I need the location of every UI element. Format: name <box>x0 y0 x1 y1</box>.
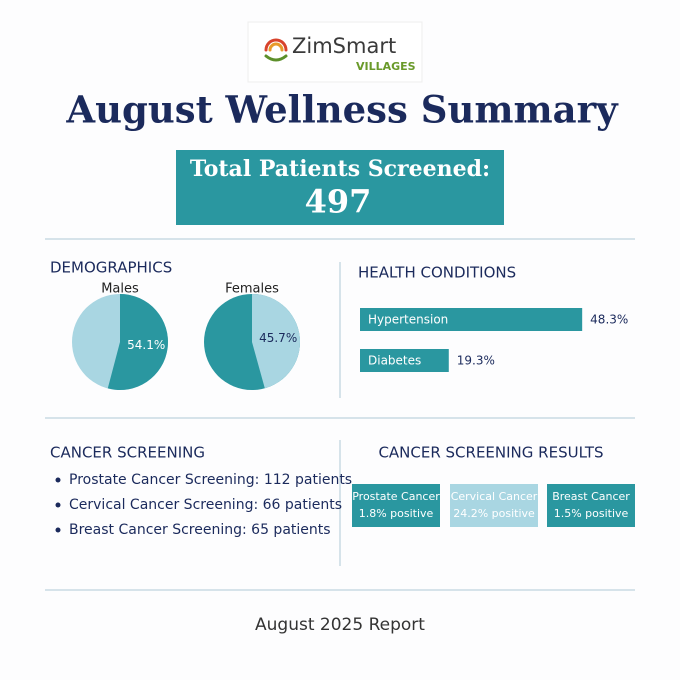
bar-value-label: 19.3% <box>457 354 495 368</box>
pie-value-label: 45.7% <box>259 331 297 345</box>
section-title: CANCER SCREENING RESULTS <box>378 444 603 462</box>
result-box <box>352 484 440 527</box>
bar-value-label: 48.3% <box>590 313 628 327</box>
pie-slice <box>107 294 168 390</box>
section-title: HEALTH CONDITIONS <box>358 264 516 282</box>
result-box <box>450 484 538 527</box>
bullet <box>55 477 61 483</box>
logo-tagline: VILLAGES <box>356 60 416 73</box>
list-item: Breast Cancer Screening: 65 patients <box>69 522 331 538</box>
logo-box <box>247 21 423 83</box>
pie-label: Females <box>225 282 279 297</box>
result-value: 24.2% positive <box>453 507 535 520</box>
bar-label: Diabetes <box>368 354 421 368</box>
bullet <box>55 502 61 508</box>
section-title: DEMOGRAPHICS <box>50 259 172 277</box>
pie-slice <box>252 294 301 389</box>
pie-value-label: 54.1% <box>127 338 165 352</box>
result-name: Breast Cancer <box>552 490 630 503</box>
bar <box>360 308 583 331</box>
result-name: Prostate Cancer <box>352 490 440 503</box>
result-box <box>547 484 635 527</box>
title: August Wellness Summary <box>65 88 619 132</box>
footer: August 2025 Report <box>255 615 425 635</box>
bar <box>360 349 449 372</box>
result-value: 1.8% positive <box>359 507 434 520</box>
list-item: Cervical Cancer Screening: 66 patients <box>69 497 342 513</box>
pie-label: Males <box>101 282 139 297</box>
total-value: 497 <box>305 183 372 221</box>
total-label: Total Patients Screened: <box>190 156 490 182</box>
logo-name: ZimSmart <box>292 34 396 58</box>
bar-label: Hypertension <box>368 313 448 327</box>
result-value: 1.5% positive <box>554 507 629 520</box>
bullet <box>55 527 61 533</box>
list-item: Prostate Cancer Screening: 112 patients <box>69 472 352 488</box>
result-name: Cervical Cancer <box>451 490 538 503</box>
section-title: CANCER SCREENING <box>50 444 205 462</box>
total-box <box>176 150 504 225</box>
logo-icon <box>264 38 288 62</box>
